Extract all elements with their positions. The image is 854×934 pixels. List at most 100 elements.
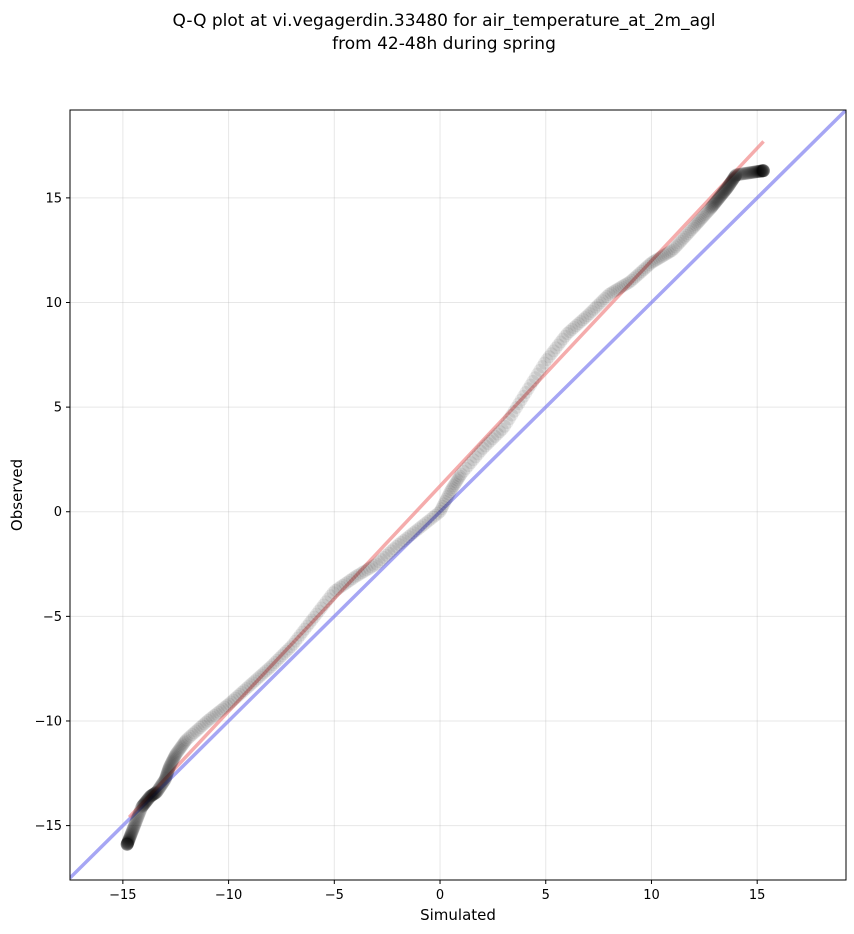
data-point <box>732 167 746 181</box>
data-point <box>120 837 134 851</box>
data-point <box>750 165 764 179</box>
data-point <box>459 461 473 475</box>
x-tick-label: 0 <box>436 888 444 903</box>
data-point <box>122 832 136 846</box>
x-tick-label: −5 <box>325 888 344 903</box>
data-point <box>203 712 217 726</box>
data-point <box>754 164 768 178</box>
data-point <box>189 724 203 738</box>
data-point <box>375 553 389 567</box>
data-point <box>639 261 653 275</box>
data-point <box>176 738 190 752</box>
data-point <box>146 787 160 801</box>
data-point <box>488 429 502 443</box>
data-point <box>681 227 695 241</box>
data-point <box>755 164 769 178</box>
data-point <box>719 182 733 196</box>
data-point <box>572 317 586 331</box>
data-point <box>246 676 260 690</box>
data-point <box>421 514 435 528</box>
data-point <box>172 743 186 757</box>
data-point <box>137 797 151 811</box>
data-point <box>284 640 298 654</box>
data-point <box>310 607 324 621</box>
data-point <box>126 822 140 836</box>
data-point <box>126 823 140 837</box>
data-point <box>589 300 603 314</box>
data-point <box>135 800 149 814</box>
data-point <box>689 218 703 232</box>
data-point <box>721 179 735 193</box>
data-point <box>382 546 396 560</box>
data-point <box>168 748 182 762</box>
data-point <box>755 164 769 178</box>
data-point <box>282 642 296 656</box>
data-point <box>452 471 466 485</box>
data-point <box>735 167 749 181</box>
data-point <box>737 167 751 181</box>
data-point <box>211 705 225 719</box>
data-point <box>442 487 456 501</box>
data-point <box>424 512 438 526</box>
data-point <box>130 813 144 827</box>
data-point <box>450 473 464 487</box>
data-point <box>165 756 179 770</box>
data-point <box>656 249 670 263</box>
data-point <box>134 802 148 816</box>
data-point <box>709 194 723 208</box>
data-point <box>222 697 236 711</box>
data-point <box>486 432 500 446</box>
data-point <box>711 192 725 206</box>
data-point <box>120 837 134 851</box>
data-point <box>547 344 561 358</box>
data-point <box>464 456 478 470</box>
data-point <box>122 832 136 846</box>
data-point <box>446 481 460 495</box>
data-point <box>145 789 159 803</box>
data-point <box>563 324 577 338</box>
data-point <box>241 680 255 694</box>
data-point <box>646 255 660 269</box>
data-point <box>438 494 452 508</box>
data-point <box>183 729 197 743</box>
data-point <box>392 537 406 551</box>
data-point <box>717 185 731 199</box>
data-point <box>121 834 135 848</box>
data-point <box>751 164 765 178</box>
data-point <box>716 187 730 201</box>
data-point <box>747 165 761 179</box>
data-point <box>123 829 137 843</box>
data-point <box>159 771 173 785</box>
data-point <box>165 754 179 768</box>
data-point <box>144 789 158 803</box>
data-point <box>150 784 164 798</box>
data-point <box>558 329 572 343</box>
data-point <box>158 773 172 787</box>
data-point <box>152 782 166 796</box>
data-point <box>723 177 737 191</box>
data-point <box>580 309 594 323</box>
y-tick-label: 0 <box>54 505 62 520</box>
data-point <box>756 164 770 178</box>
data-point <box>193 720 207 734</box>
data-point <box>756 164 770 178</box>
data-point <box>176 737 190 751</box>
data-point <box>659 247 673 261</box>
data-point <box>457 464 471 478</box>
data-point <box>120 837 134 851</box>
data-point <box>141 792 155 806</box>
data-point <box>724 175 738 189</box>
data-point <box>726 172 740 186</box>
data-point <box>723 176 737 190</box>
data-point <box>153 780 167 794</box>
data-point <box>693 213 707 227</box>
y-tick-label: 5 <box>54 401 62 416</box>
plot-frame <box>69 109 847 881</box>
fit-line <box>127 140 765 819</box>
data-point <box>147 787 161 801</box>
data-point <box>567 321 581 335</box>
data-point <box>140 794 154 808</box>
data-point <box>129 815 143 829</box>
data-point <box>348 570 362 584</box>
data-point <box>716 186 730 200</box>
